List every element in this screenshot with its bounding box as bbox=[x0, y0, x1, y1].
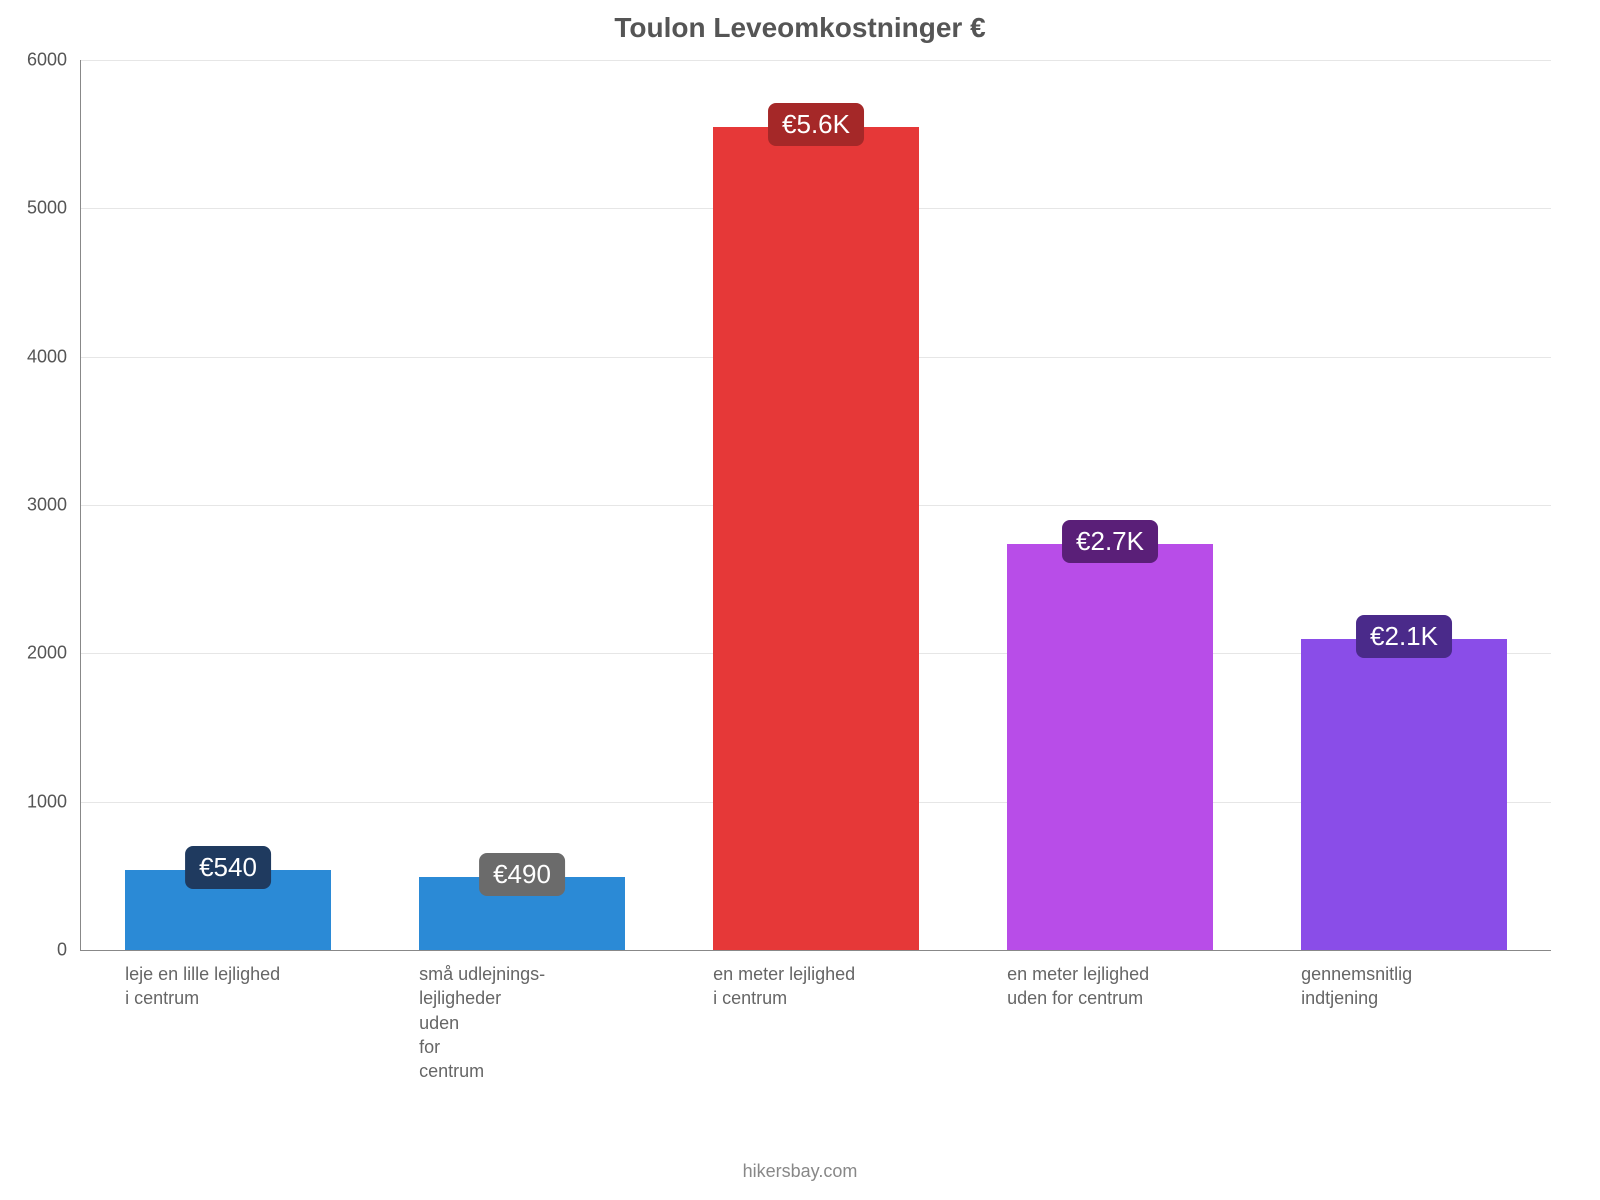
x-axis-label: leje en lille lejlighed i centrum bbox=[125, 962, 331, 1011]
value-badge: €540 bbox=[185, 846, 271, 889]
value-badge: €2.7K bbox=[1062, 520, 1158, 563]
value-badge: €2.1K bbox=[1356, 615, 1452, 658]
y-tick-label: 1000 bbox=[1, 791, 67, 812]
y-tick-label: 5000 bbox=[1, 198, 67, 219]
chart-title: Toulon Leveomkostninger € bbox=[0, 12, 1600, 44]
x-axis-label: en meter lejlighed i centrum bbox=[713, 962, 919, 1011]
value-badge: €490 bbox=[479, 853, 565, 896]
y-tick-label: 3000 bbox=[1, 495, 67, 516]
y-tick-label: 4000 bbox=[1, 346, 67, 367]
gridline bbox=[81, 60, 1551, 61]
bar bbox=[1301, 639, 1507, 951]
attribution-text: hikersbay.com bbox=[0, 1161, 1600, 1182]
plot-area: 0100020003000400050006000€540leje en lil… bbox=[80, 60, 1551, 951]
y-tick-label: 6000 bbox=[1, 50, 67, 71]
x-axis-label: små udlejnings-lejligheder uden for cent… bbox=[419, 962, 625, 1083]
value-badge: €5.6K bbox=[768, 103, 864, 146]
x-axis-label: en meter lejlighed uden for centrum bbox=[1007, 962, 1213, 1011]
bar bbox=[1007, 544, 1213, 950]
y-tick-label: 2000 bbox=[1, 643, 67, 664]
cost-of-living-chart: Toulon Leveomkostninger € 01000200030004… bbox=[0, 0, 1600, 1200]
x-axis-label: gennemsnitlig indtjening bbox=[1301, 962, 1507, 1011]
y-tick-label: 0 bbox=[1, 940, 67, 961]
bar bbox=[713, 127, 919, 950]
